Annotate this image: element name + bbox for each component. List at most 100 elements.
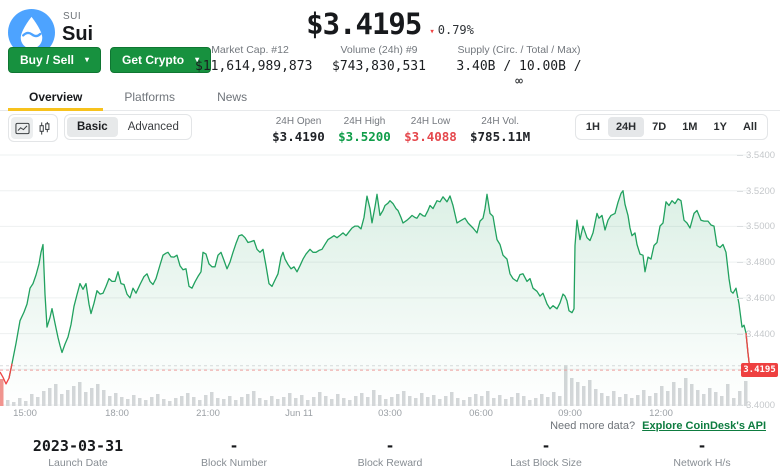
stat-value: $3.4190 [272,129,325,144]
price-line [8,190,750,379]
market-stats: Market Cap. #12 $11,614,989,873 Volume (… [195,44,585,89]
tab-label: News [217,90,248,104]
footer-block-reward: - Block Reward [312,437,468,469]
footer-value: - [541,437,551,455]
change-percent: 0.79% [437,23,474,37]
range-1h[interactable]: 1H [585,121,600,133]
chevron-down-icon: ▾ [195,55,200,64]
buy-sell-label: Buy / Sell [20,53,75,67]
footer-value: - [229,437,239,455]
footer-network-hs: - Network H/s [624,437,780,469]
sui-logo [8,9,55,56]
x-axis-label: 12:00 [649,408,673,419]
line-chart-icon [14,122,30,134]
x-axis-label: Jun 11 [285,408,313,419]
range-24h[interactable]: 24H [607,117,645,137]
price-chart[interactable]: 3.5400 3.5200 3.5000 3.4800 3.4600 3.4400 3.40… [0,148,780,420]
chart-toolbar: Basic Advanced 24H Open $3.4190 24H High… [0,114,780,146]
action-buttons: Buy / Sell ▾ Get Crypto ▾ [8,47,212,73]
chart-type-toggle [8,114,58,142]
y-axis-label: 3.4800 [737,257,775,268]
stat-supply: Supply (Circ. / Total / Max) 3.40B / 10.… [453,44,585,89]
y-axis-label: 3.4600 [737,293,775,304]
y-axis-label: 3.4000 [737,400,775,411]
price-change: ▾ 0.79% [429,23,474,37]
stat-label: Supply (Circ. / Total / Max) [457,44,581,56]
stat-label: 24H Low [410,116,451,127]
get-crypto-button[interactable]: Get Crypto ▾ [110,47,212,73]
tab-bar: Overview Platforms News [0,84,780,111]
y-axis-label: 3.5000 [737,221,775,232]
stat-volume: Volume (24h) #9 $743,830,531 [331,44,427,89]
footer-value: - [385,437,395,455]
stat-24h-open: 24H Open $3.4190 [272,116,325,144]
stat-value: $743,830,531 [332,59,426,74]
explore-api-link[interactable]: Explore CoinDesk's API [642,420,766,432]
tab-platforms[interactable]: Platforms [103,84,196,110]
footer-value: - [697,437,707,455]
range-1m[interactable]: 1M [682,121,698,133]
footer-stats: 2023-03-31 Launch Date - Block Number - … [0,437,780,469]
footer-last-block-size: - Last Block Size [468,437,624,469]
mode-toggle: Basic Advanced [64,114,192,140]
x-axis-label: 15:00 [13,408,37,419]
stat-24h-vol: 24H Vol. $785.11M [470,116,530,144]
basic-mode-button[interactable]: Basic [67,117,118,137]
x-axis-label: 03:00 [378,408,402,419]
stat-label: 24H High [343,116,386,127]
stat-24h-low: 24H Low $3.4088 [404,116,457,144]
footer-label: Block Reward [357,457,423,469]
tab-label: Overview [29,90,83,104]
range-selector: 1H 24H 7D 1M 1Y All [574,114,768,140]
get-crypto-label: Get Crypto [122,53,185,67]
stat-value: $3.5200 [338,129,391,144]
api-prompt-text: Need more data? [550,420,636,432]
footer-launch-date: 2023-03-31 Launch Date [0,437,156,469]
footer-block-number: - Block Number [156,437,312,469]
y-axis-label: 3.5400 [737,150,775,161]
api-prompt: Need more data? Explore CoinDesk's API [550,420,766,432]
price-block: $3.4195 ▾ 0.79% [0,7,780,41]
stat-value: 3.40B / 10.00B / ∞ [456,59,582,89]
sui-drop-icon [8,9,55,56]
tab-overview[interactable]: Overview [8,84,104,111]
chevron-down-icon: ▾ [85,55,90,64]
y-axis-label: 3.5200 [737,186,775,197]
stat-value: $11,614,989,873 [195,59,313,74]
footer-label: Network H/s [673,457,731,469]
y-axis-label: 3.4400 [737,329,775,340]
stat-value: $785.11M [470,129,531,144]
tab-label: Platforms [124,90,176,104]
stat-24h-high: 24H High $3.5200 [338,116,391,144]
candlestick-chart-icon [39,121,49,135]
buy-sell-button[interactable]: Buy / Sell ▾ [8,47,102,73]
footer-value: 2023-03-31 [32,437,124,455]
stat-label: 24H Vol. [481,116,520,127]
current-price: $3.4195 [306,7,422,41]
stat-label: Market Cap. #12 [211,44,289,56]
range-all[interactable]: All [742,121,757,133]
x-axis-label: 21:00 [196,408,220,419]
stat-label: 24H Open [275,116,322,127]
x-axis-label: 06:00 [469,408,493,419]
footer-label: Block Number [201,457,267,469]
x-axis-label: 09:00 [558,408,582,419]
x-axis-label: 18:00 [105,408,129,419]
stat-label: Volume (24h) #9 [340,44,418,56]
footer-label: Launch Date [48,457,108,469]
footer-label: Last Block Size [510,457,582,469]
tab-news[interactable]: News [196,84,268,110]
chart-canvas[interactable] [0,148,750,420]
stat-value: $3.4088 [404,129,457,144]
advanced-mode-button[interactable]: Advanced [127,121,179,133]
down-triangle-icon: ▾ [429,27,435,37]
stat-market-cap: Market Cap. #12 $11,614,989,873 [195,44,313,89]
line-chart-button[interactable] [11,117,33,139]
candlestick-chart-button[interactable] [33,117,55,139]
range-7d[interactable]: 7D [652,121,667,133]
price-line-red [0,363,13,385]
range-1y[interactable]: 1Y [713,121,727,133]
current-price-badge: 3.4195 [741,363,778,378]
ohlc-stats: 24H Open $3.4190 24H High $3.5200 24H Lo… [272,116,530,144]
